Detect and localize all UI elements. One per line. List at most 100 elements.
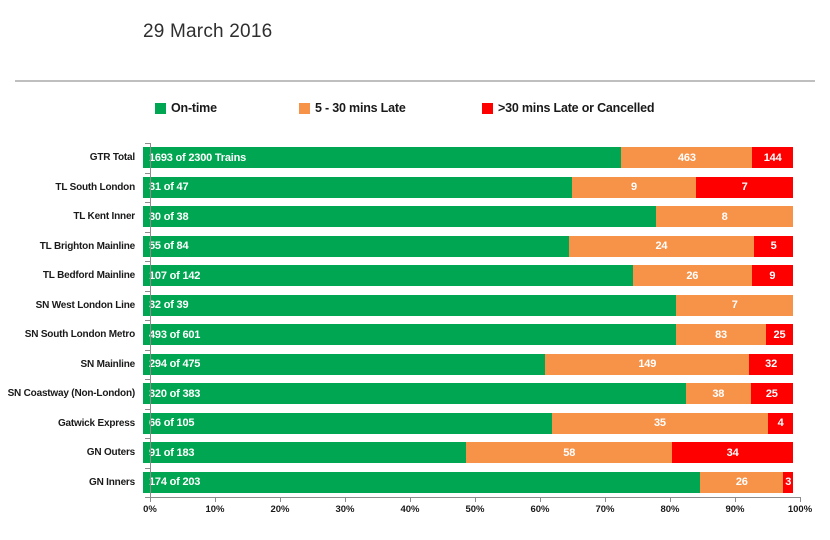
bar-segment-5-30-late: 26: [632, 265, 752, 287]
bar-value-label: 31 of 47: [149, 181, 189, 194]
legend-swatch-on-time: [155, 102, 166, 114]
bar-value-label: 1693 of 2300 Trains: [149, 151, 247, 164]
chart-row: TL Bedford Mainline 107 of 142 26 9: [0, 261, 830, 291]
bar-value-label: 35: [653, 417, 666, 430]
chart-row: GN Inners 174 of 203 26 3: [0, 468, 830, 498]
x-axis-tick-label: 0%: [143, 504, 157, 515]
y-axis-tick: [145, 172, 150, 174]
bar-value-label: 91 of 183: [149, 446, 195, 459]
legend-label-5-30-late: 5 - 30 mins Late: [315, 101, 406, 115]
bar-segment-on-time: 320 of 383: [143, 383, 687, 405]
category-label: GTR Total: [89, 152, 135, 164]
x-axis-tick: [409, 498, 411, 502]
category-label: SN West London Line: [35, 299, 136, 311]
bar-segment-cancelled: 9: [751, 265, 793, 287]
bar-segment-5-30-late: 149: [545, 353, 750, 375]
chart-title: 29 March 2016: [143, 21, 273, 42]
stacked-bar: 91 of 183 58 34: [143, 442, 793, 464]
x-axis-tick-label: 100%: [787, 504, 813, 515]
bar-value-label: 9: [630, 181, 637, 194]
bar-segment-cancelled: 4: [768, 412, 793, 434]
y-axis-tick: [145, 320, 150, 321]
x-axis-tick-label: 50%: [465, 504, 485, 515]
bar-segment-on-time: 493 of 601: [143, 324, 677, 346]
bar-segment-on-time: 31 of 47: [143, 176, 572, 198]
y-axis-tick: [145, 290, 150, 292]
x-axis-tick-label: 70%: [595, 504, 615, 515]
bar-value-label: 25: [773, 328, 786, 341]
chart-row: Gatwick Express 66 of 105 35 4: [0, 409, 830, 439]
legend-item-5-30-late: 5 - 30 mins Late: [299, 101, 406, 115]
x-axis-tick: [214, 498, 216, 502]
bar-segment-on-time: 174 of 203: [143, 471, 701, 493]
stacked-bar: 55 of 84 24 5: [143, 235, 793, 257]
chart-row: SN West London Line 32 of 39 7: [0, 291, 830, 321]
bar-segment-5-30-late: 35: [551, 412, 769, 434]
y-axis-tick: [145, 261, 150, 262]
bar-segment-5-30-late: 83: [676, 324, 766, 346]
bar-value-label: 3: [785, 476, 792, 489]
x-axis-tick: [474, 498, 476, 502]
chart-row: TL South London 31 of 47 9 7: [0, 173, 830, 203]
bar-segment-5-30-late: 24: [568, 235, 755, 257]
y-axis-tick: [145, 467, 150, 469]
bar-value-label: 32 of 39: [149, 299, 189, 312]
x-axis-tick-label: 20%: [270, 504, 290, 515]
bar-segment-cancelled: 25: [750, 383, 793, 405]
category-label: TL South London: [55, 181, 135, 193]
chart-plot-area: GTR Total 1693 of 2300 Trains 463 144 TL Sou…: [0, 143, 830, 497]
x-axis-tick: [149, 498, 151, 502]
bar-segment-on-time: 30 of 38: [143, 206, 657, 228]
legend-swatch-5-30-late: [299, 102, 310, 114]
bar-segment-on-time: 91 of 183: [143, 442, 467, 464]
stacked-bar: 493 of 601 83 25: [143, 324, 793, 346]
bar-value-label: 30 of 38: [149, 210, 189, 223]
bar-value-label: 493 of 601: [149, 328, 201, 341]
category-label: GN Outers: [86, 447, 135, 459]
y-axis-tick: [145, 408, 150, 410]
category-label: TL Kent Inner: [73, 211, 135, 223]
legend-label-on-time: On-time: [171, 101, 217, 115]
bar-segment-cancelled: 3: [783, 471, 793, 493]
bar-segment-on-time: 55 of 84: [143, 235, 569, 257]
bar-value-label: 26: [686, 269, 699, 282]
bar-value-label: 25: [765, 387, 778, 400]
legend: On-time 5 - 30 mins Late >30 mins Late o…: [0, 101, 830, 123]
bar-segment-on-time: 294 of 475: [143, 353, 546, 375]
chart-row: SN Coastway (Non-London) 320 of 383 38 25: [0, 379, 830, 409]
stacked-bar: 30 of 38 8: [143, 206, 793, 228]
bar-value-label: 55 of 84: [149, 240, 189, 253]
category-label: GN Inners: [89, 476, 135, 488]
legend-swatch-cancelled: [482, 102, 493, 114]
stacked-bar: 32 of 39 7: [143, 294, 793, 316]
category-label: TL Bedford Mainline: [42, 270, 135, 282]
bar-value-label: 26: [735, 476, 748, 489]
x-axis-tick-label: 60%: [530, 504, 550, 515]
x-axis-tick: [734, 498, 736, 502]
stacked-bar: 1693 of 2300 Trains 463 144: [143, 147, 793, 169]
bar-value-label: 58: [563, 446, 576, 459]
bar-segment-cancelled: 25: [765, 324, 793, 346]
legend-item-on-time: On-time: [155, 101, 217, 115]
bar-segment-5-30-late: 58: [466, 442, 673, 464]
x-axis-tick: [604, 498, 606, 502]
bar-value-label: 149: [638, 358, 657, 371]
bar-value-label: 174 of 203: [149, 476, 201, 489]
bar-segment-5-30-late: 9: [571, 176, 697, 198]
bar-segment-5-30-late: 7: [676, 294, 793, 316]
category-label: TL Brighton Mainline: [39, 240, 135, 252]
x-axis-tick: [344, 498, 346, 502]
bar-value-label: 32: [765, 358, 778, 371]
bar-value-label: 83: [715, 328, 727, 341]
bar-segment-cancelled: 34: [672, 442, 793, 464]
bar-value-label: 8: [721, 210, 728, 223]
y-axis-tick: [145, 202, 150, 203]
x-axis-tick-label: 90%: [725, 504, 745, 515]
y-axis-tick: [145, 497, 150, 498]
bar-segment-cancelled: 32: [749, 353, 793, 375]
category-label: SN Coastway (Non-London): [7, 388, 136, 400]
x-axis-tick: [799, 498, 801, 502]
chart-row: GTR Total 1693 of 2300 Trains 463 144: [0, 143, 830, 173]
x-axis-tick-label: 10%: [205, 504, 225, 515]
y-axis-tick: [145, 379, 150, 380]
